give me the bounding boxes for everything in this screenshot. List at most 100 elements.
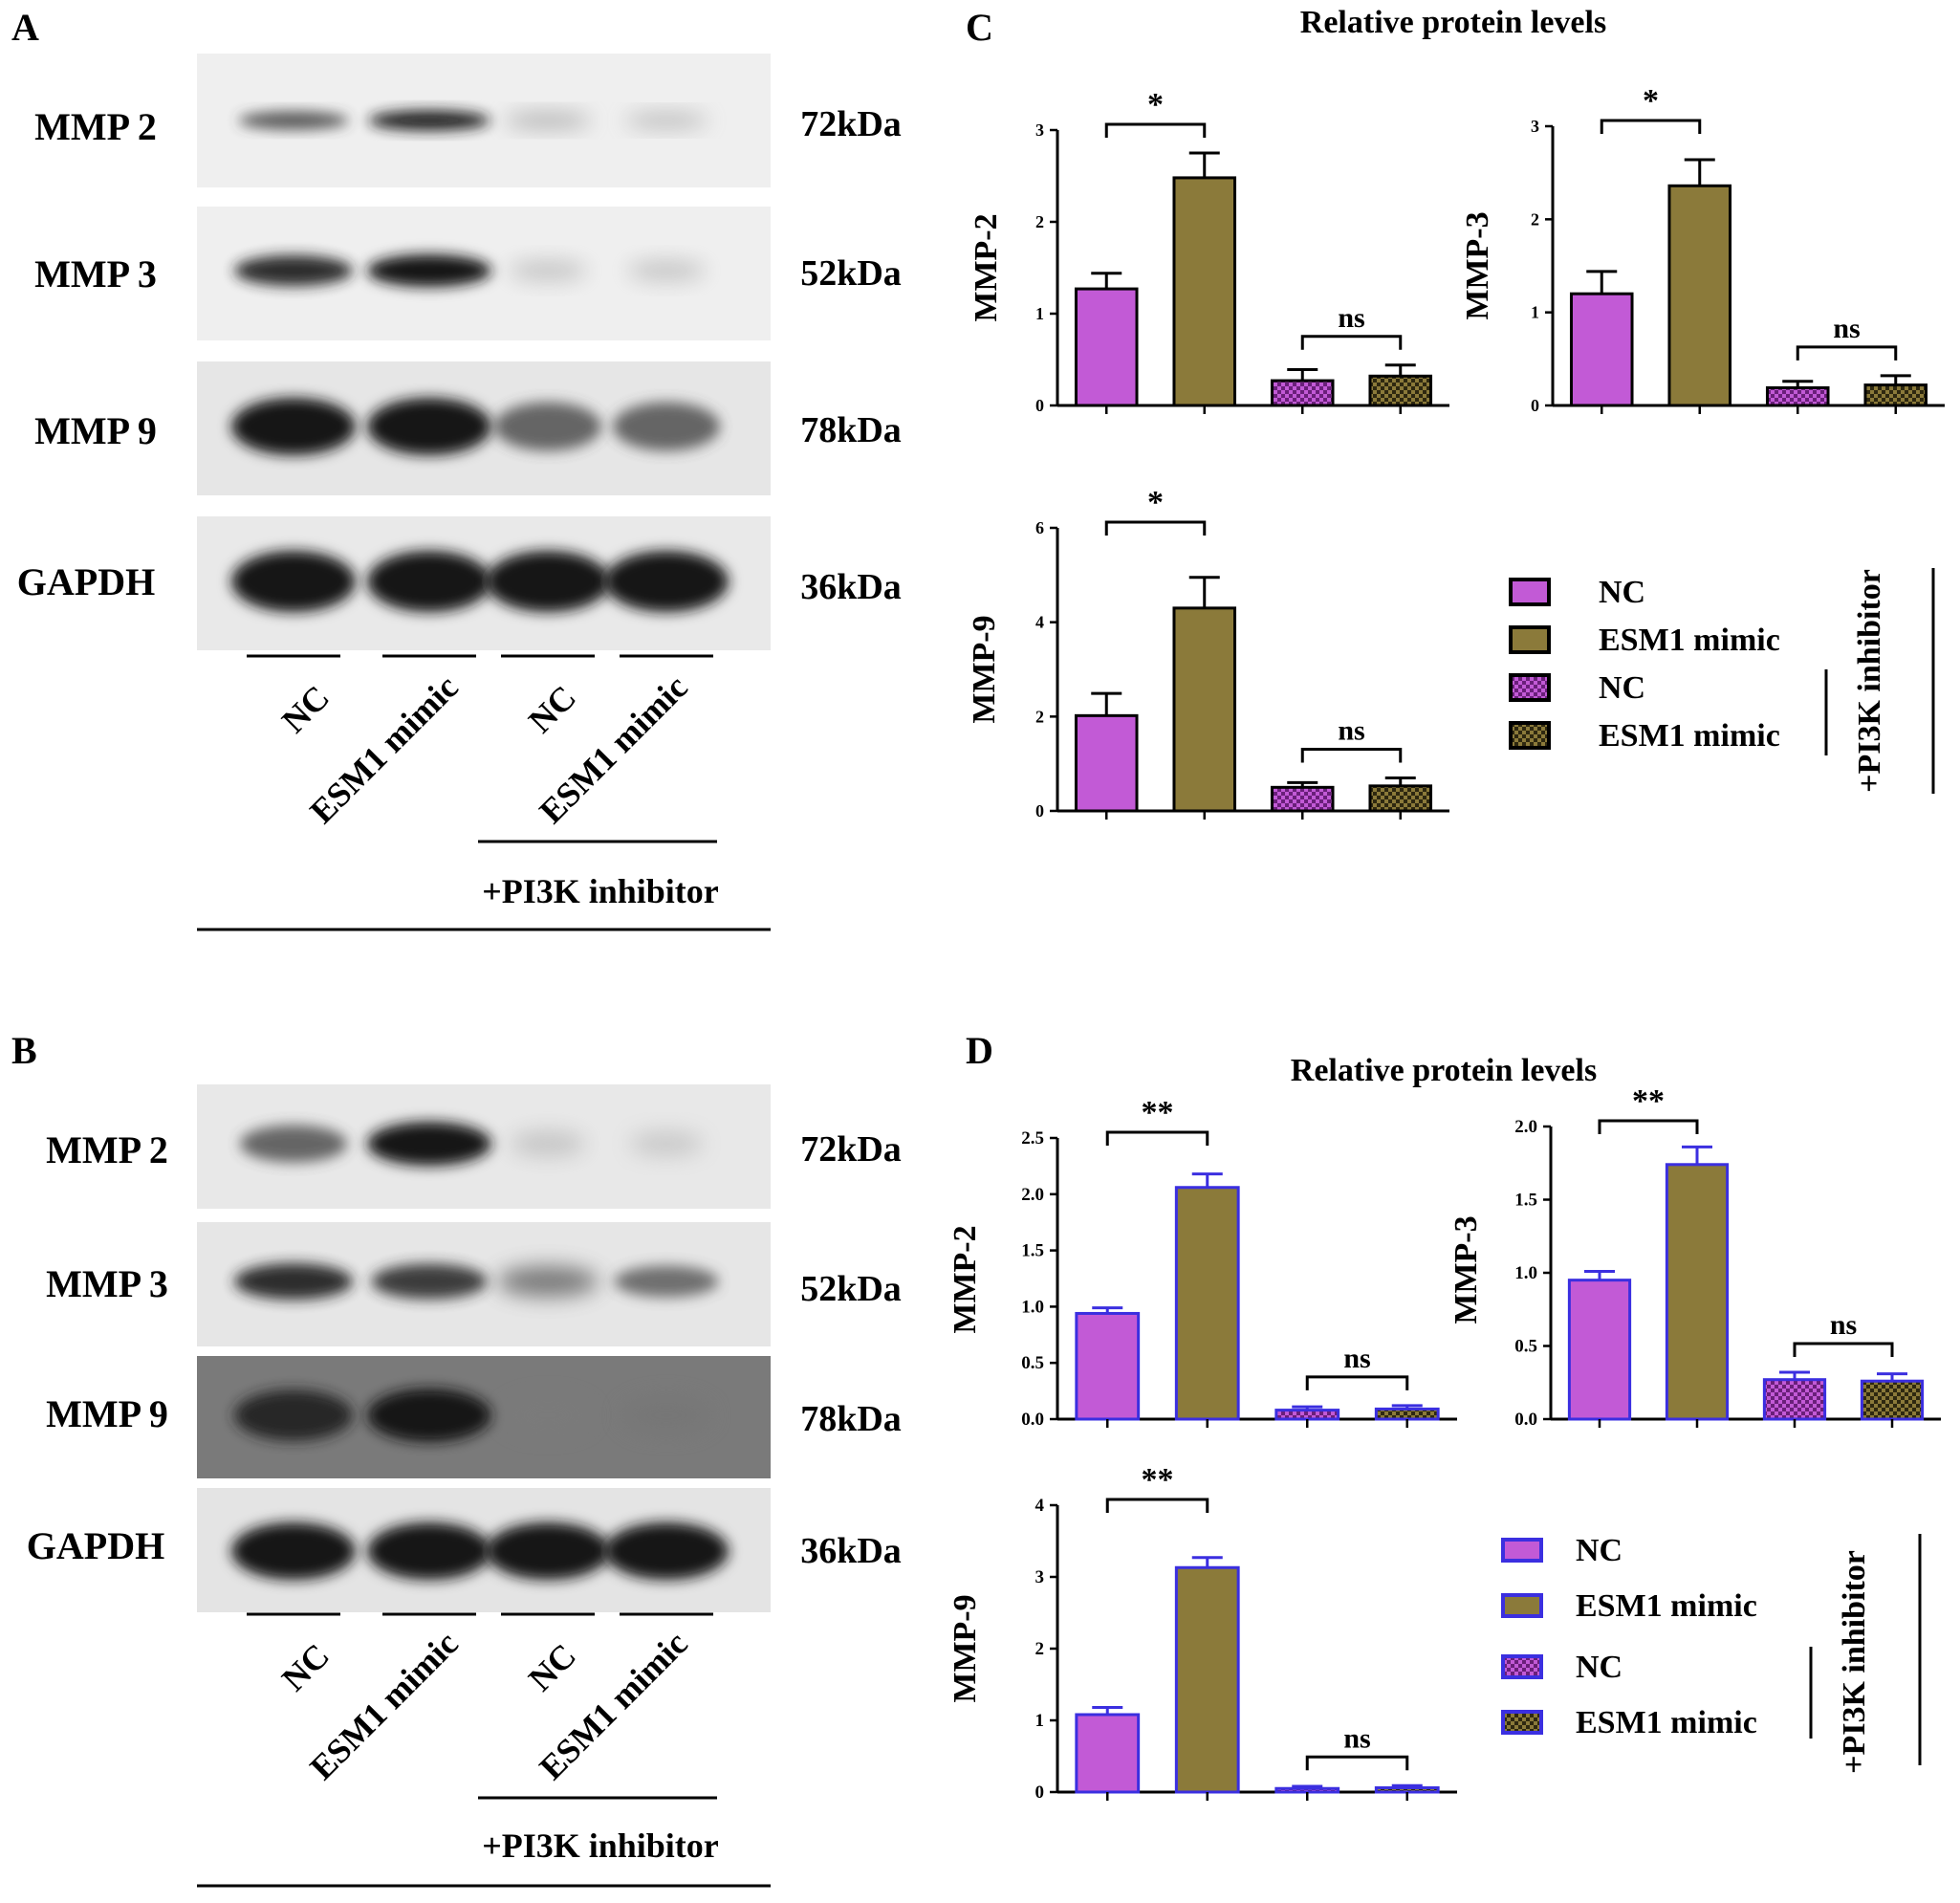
molecular-weight-label: 52kDa [800,1269,902,1309]
bar-chart-c-mmp9: 0 2 4 6 MMP-9 * ns [967,485,1449,820]
protein-label: MMP 2 [46,1128,168,1171]
legend-label: NC [1599,575,1645,610]
protein-label: GAPDH [27,1524,164,1567]
y-tick-label: 2 [1035,1639,1045,1659]
molecular-weight-label: 36kDa [800,567,902,607]
legend-swatch-nc-inhibitor [1501,1654,1543,1679]
significance-label: ** [1142,1095,1174,1130]
protein-label: GAPDH [17,560,155,603]
y-tick-label: 0 [1035,801,1044,820]
protein-band [231,1522,356,1580]
protein-band [624,113,708,128]
bar [1374,1407,1440,1421]
protein-label: MMP 3 [34,252,157,295]
protein-band [234,1389,353,1441]
protein-band [367,254,491,287]
bar [1172,176,1237,407]
protein-label: MMP 2 [34,105,157,148]
protein-label: MMP 9 [46,1392,168,1435]
protein-band [486,551,610,612]
significance-label: ns [1338,302,1364,334]
protein-band [367,551,491,612]
bar [1665,1163,1730,1421]
y-tick-label: 4 [1035,1496,1045,1516]
protein-band [231,398,356,455]
y-tick-label: 1.5 [1021,1241,1044,1261]
protein-band [627,260,706,281]
protein-band [604,551,729,612]
significance-bracket [1104,122,1207,138]
significance-bracket [1300,335,1403,350]
protein-band [504,1397,592,1433]
protein-band [367,1122,491,1166]
y-tick-label: 4 [1035,613,1044,632]
significance-bracket [1796,345,1898,361]
protein-band [234,254,353,287]
significance-bracket [1600,119,1702,134]
legend-swatch-esm1-inhibitor [1501,1710,1543,1735]
protein-band [367,398,491,455]
significance-label: ns [1338,714,1364,746]
significance-bracket [1305,1755,1409,1771]
bar [1074,713,1139,813]
y-tick-label: 0.0 [1021,1410,1044,1430]
y-tick-label: 0 [1035,396,1044,415]
protein-band [368,110,490,131]
y-tick-label: 3 [1035,120,1044,140]
y-tick-label: 1 [1531,303,1539,322]
legend-label: NC [1599,670,1645,706]
bar-chart-d-mmp9: 0 1 2 3 4 MMP-9 ** ns [947,1462,1457,1803]
lane-label: NC [274,1636,337,1698]
significance-bracket [1105,1130,1209,1146]
bar [1075,1713,1141,1794]
protein-band [614,1265,719,1298]
protein-band [494,402,601,451]
y-axis-label: MMP-9 [967,615,1002,723]
legend-swatch-esm1-inhibitor [1509,721,1551,750]
y-tick-label: 2 [1035,212,1044,231]
protein-band [613,402,720,451]
bar [1270,379,1335,407]
treatment-label: +PI3K inhibitor [482,1826,719,1865]
y-tick-label: 0.0 [1514,1410,1537,1430]
legend-swatch-nc [1501,1538,1543,1563]
y-axis-label: MMP-2 [947,1225,983,1333]
molecular-weight-label: 78kDa [800,1399,902,1439]
protein-band [238,111,349,130]
y-tick-label: 0 [1035,1783,1045,1803]
bar [1762,1378,1827,1421]
legend-swatch-esm1 [1501,1593,1543,1618]
protein-band [367,1389,491,1442]
bar [1765,386,1830,407]
bar [1174,1565,1240,1794]
significance-bracket [1305,1375,1409,1390]
bar [1074,287,1139,407]
molecular-weight-label: 78kDa [800,410,902,450]
significance-label: ns [1833,313,1860,344]
y-tick-label: 6 [1035,518,1044,537]
significance-label: ns [1343,1343,1370,1374]
legend-swatch-nc [1509,578,1551,606]
y-tick-label: 1.5 [1514,1191,1537,1211]
blot-lane-bands [231,1122,729,1580]
legend-group-label: +PI3K inhibitor [1837,1550,1872,1774]
bar [1368,784,1433,813]
western-blot-b: MMP 2 72kDa MMP 3 52kDa MMP 9 78kDa GAPD… [27,1084,902,1888]
legend-swatch-nc-inhibitor [1509,673,1551,702]
bar [1174,1186,1240,1421]
molecular-weight-label: 72kDa [800,1129,902,1170]
protein-band [371,1263,488,1300]
significance-label: ns [1343,1722,1370,1754]
legend-label: ESM1 mimic [1576,1705,1757,1740]
panel-label-d: D [966,1029,993,1072]
y-axis-label: MMP-2 [969,213,1004,321]
lane-label: ESM1 mimic [302,667,465,830]
bar [1075,1311,1141,1421]
y-tick-label: 3 [1531,117,1539,136]
y-tick-label: 1 [1035,304,1044,323]
bar [1567,1279,1632,1421]
legend-label: ESM1 mimic [1599,718,1780,754]
protein-band [504,113,592,128]
